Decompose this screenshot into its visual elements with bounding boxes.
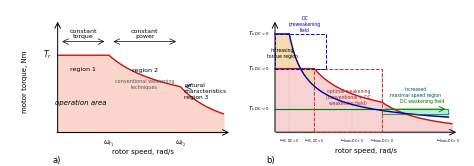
Text: increased
maximal speed region: increased maximal speed region	[390, 87, 441, 97]
Text: increasing
torque region: increasing torque region	[267, 48, 298, 59]
Text: motor torque, Nm: motor torque, Nm	[22, 50, 27, 113]
Text: $\omega_{r1,DC<0}$: $\omega_{r1,DC<0}$	[279, 138, 300, 145]
Text: $T_{r,DC>0}$: $T_{r,DC>0}$	[248, 30, 270, 38]
Text: $T_{r,DC<0}$: $T_{r,DC<0}$	[248, 105, 270, 113]
Text: conventional weakening
techniques: conventional weakening techniques	[115, 79, 174, 90]
Text: b): b)	[266, 156, 275, 166]
Text: a): a)	[53, 156, 61, 166]
Text: region 1: region 1	[70, 67, 96, 72]
Text: DC weakening field: DC weakening field	[400, 99, 445, 104]
Text: rotor speed, rad/s: rotor speed, rad/s	[335, 148, 397, 154]
Text: $\omega_{max,DC=0}$: $\omega_{max,DC=0}$	[370, 138, 394, 145]
Text: $T_{r,DC=0}$: $T_{r,DC=0}$	[248, 65, 270, 73]
Text: $T_r$: $T_r$	[44, 49, 53, 61]
Text: optimal weakening
(conventional + DC
weakening field): optimal weakening (conventional + DC wea…	[326, 89, 371, 106]
Text: constant
torque: constant torque	[70, 29, 97, 39]
Text: $\omega_{max,DC<0}$: $\omega_{max,DC<0}$	[340, 138, 364, 145]
Text: natural
characteristics
region 3: natural characteristics region 3	[184, 83, 227, 100]
Text: constant
power: constant power	[131, 29, 158, 39]
Text: $\omega_{r_1}$: $\omega_{r_1}$	[103, 139, 115, 149]
Text: rotor speed, rad/s: rotor speed, rad/s	[112, 150, 174, 156]
Text: operation area: operation area	[55, 100, 107, 106]
Text: $\omega_{r1,DC=0}$: $\omega_{r1,DC=0}$	[304, 138, 325, 145]
Text: $\omega_{max,DC>0}$: $\omega_{max,DC>0}$	[437, 138, 460, 145]
Text: region 2: region 2	[132, 68, 158, 73]
Text: DC
preweakening
field: DC preweakening field	[289, 16, 321, 33]
Text: $\omega_{r_2}$: $\omega_{r_2}$	[175, 139, 186, 149]
